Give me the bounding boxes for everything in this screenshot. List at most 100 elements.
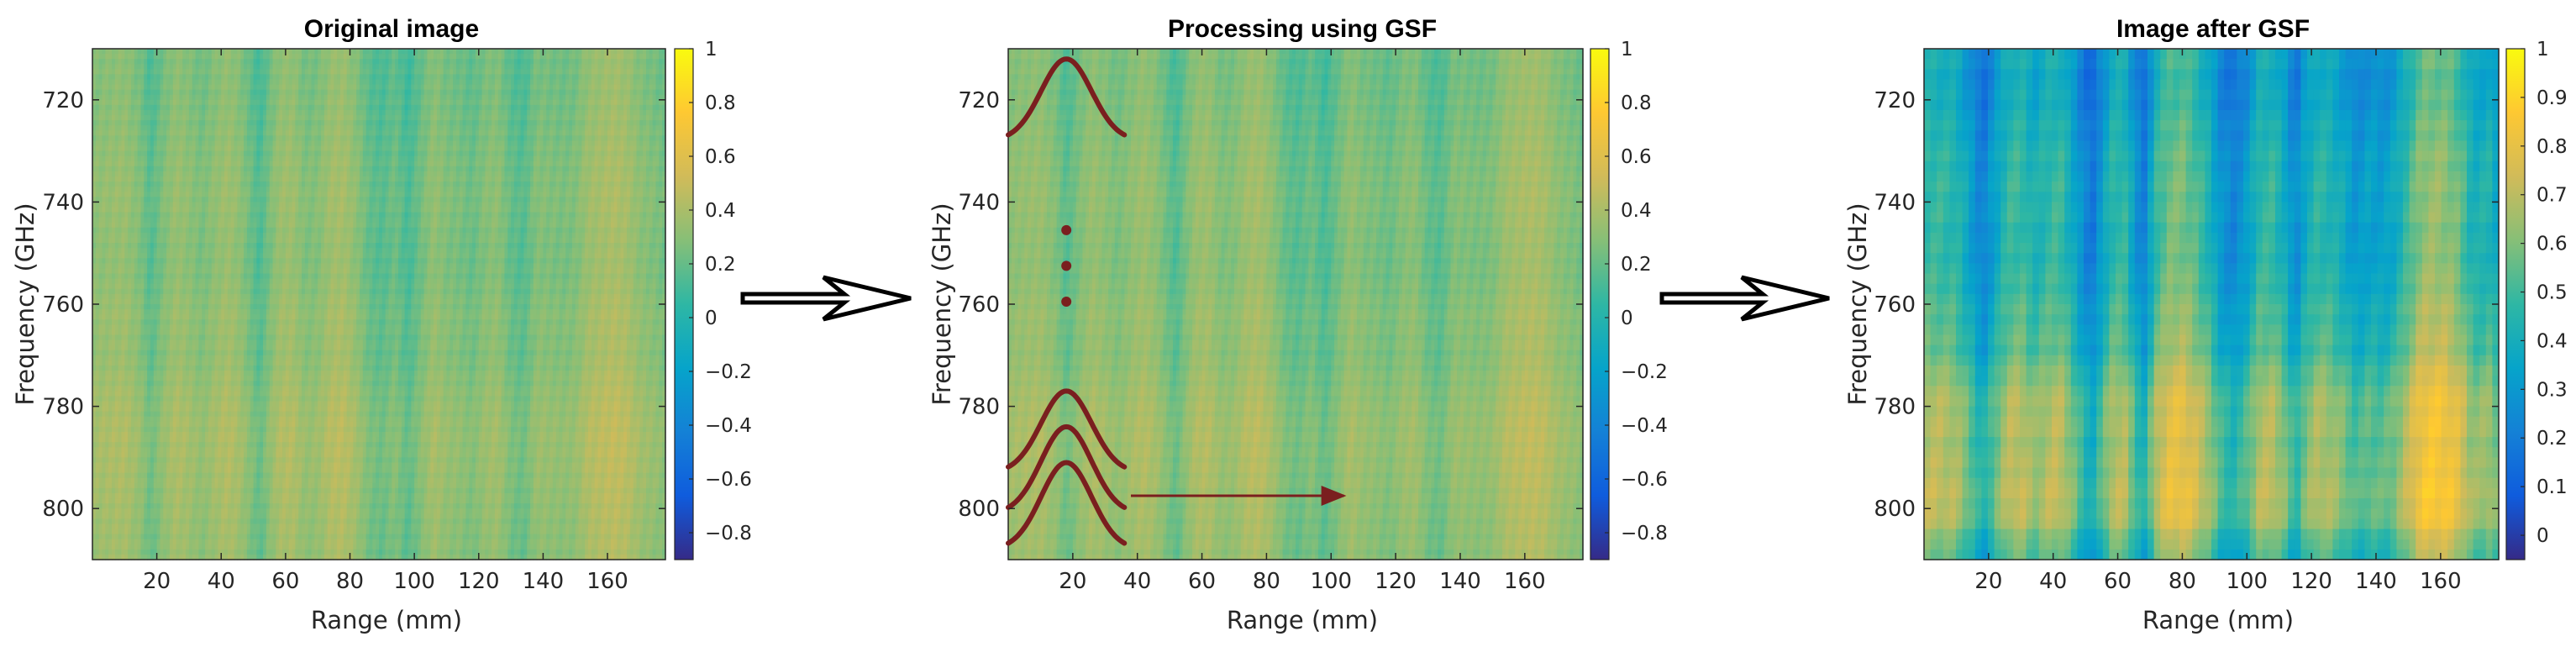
heatmap-cell	[263, 64, 266, 70]
heatmap-cell	[347, 59, 350, 65]
heatmap-cell	[395, 54, 398, 60]
heatmap-cell	[585, 64, 588, 70]
heatmap-cell	[382, 54, 386, 60]
heatmap-cell	[504, 69, 507, 75]
heatmap-cell	[254, 64, 257, 70]
heatmap-cell	[308, 49, 312, 55]
heatmap-cell	[186, 69, 189, 75]
heatmap-cell	[588, 69, 591, 75]
heatmap-cell	[228, 54, 231, 60]
heatmap-cell	[99, 49, 103, 55]
heatmap-cell	[360, 54, 363, 60]
heatmap-cell	[115, 49, 118, 55]
heatmap-cell	[347, 64, 350, 70]
heatmap-cell	[637, 64, 640, 70]
heatmap-cell	[456, 54, 460, 60]
heatmap-cell	[321, 54, 324, 60]
heatmap-cell	[270, 74, 273, 80]
heatmap-cell	[160, 54, 163, 60]
heatmap-cell	[620, 64, 623, 70]
heatmap-cell	[176, 59, 180, 65]
heatmap-cell	[286, 74, 289, 80]
heatmap-cells	[92, 49, 666, 560]
heatmap-cell	[208, 49, 212, 55]
heatmap-cell	[572, 59, 576, 65]
heatmap-cell	[157, 59, 160, 65]
heatmap-cell	[273, 59, 276, 65]
heatmap-cell	[598, 54, 602, 60]
heatmap-cell	[228, 59, 231, 65]
heatmap-cell	[237, 74, 240, 80]
heatmap-cell	[224, 59, 228, 65]
heatmap-cell	[424, 64, 428, 70]
heatmap-cell	[649, 49, 653, 55]
heatmap-cell	[485, 59, 488, 65]
heatmap-cell	[576, 69, 579, 75]
heatmap-cell	[523, 59, 527, 65]
heatmap-cell	[430, 59, 434, 65]
heatmap-cell	[170, 74, 173, 80]
heatmap-cell	[112, 69, 115, 75]
heatmap-cell	[331, 64, 334, 70]
heatmap-cell	[637, 54, 640, 60]
heatmap-cell	[392, 49, 395, 55]
heatmap-cell	[398, 54, 402, 60]
heatmap-cell	[627, 69, 630, 75]
heatmap-cell	[260, 74, 263, 80]
heatmap-cell	[331, 59, 334, 65]
heatmap-cell	[495, 64, 498, 70]
heatmap-cell	[276, 59, 279, 65]
heatmap-cell	[250, 74, 254, 80]
heatmap-cell	[118, 59, 122, 65]
figure: Original image 20 40 60 80 100 120 140 16072074…	[0, 0, 2576, 647]
heatmap-cell	[646, 59, 649, 65]
heatmap-cell	[321, 59, 324, 65]
heatmap-cell	[221, 59, 224, 65]
heatmap-cell	[231, 54, 234, 60]
heatmap-cell	[611, 54, 614, 60]
heatmap-cell	[244, 74, 247, 80]
heatmap-cell	[224, 49, 228, 55]
heatmap-cell	[363, 69, 366, 75]
heatmap-cell	[179, 49, 182, 55]
heatmap-cell	[308, 59, 312, 65]
heatmap-cell	[421, 59, 424, 65]
heatmap-cell	[196, 64, 199, 70]
heatmap-cell	[131, 49, 134, 55]
heatmap-cell	[363, 59, 366, 65]
heatmap-cell	[518, 59, 521, 65]
heatmap-cell	[96, 49, 99, 55]
heatmap-cell	[328, 54, 331, 60]
heatmap-cell	[572, 69, 576, 75]
heatmap-cell	[273, 74, 276, 80]
heatmap-cell	[144, 64, 147, 70]
heatmap-cell	[182, 69, 186, 75]
heatmap-cell	[521, 64, 524, 70]
heatmap-cell	[370, 64, 373, 70]
heatmap-cell	[244, 59, 247, 65]
heatmap-cell	[476, 59, 479, 65]
heatmap-cell	[569, 69, 572, 75]
heatmap-cell	[476, 64, 479, 70]
heatmap-cell	[456, 69, 460, 75]
heatmap-cell	[469, 64, 472, 70]
heatmap-cell	[623, 54, 627, 60]
heatmap-cell	[418, 64, 421, 70]
heatmap-cell	[614, 69, 618, 75]
heatmap-cell	[598, 64, 602, 70]
heatmap-cell	[453, 49, 456, 55]
heatmap-cell	[292, 49, 296, 55]
heatmap-cell	[289, 69, 292, 75]
heatmap-cell	[160, 74, 163, 80]
heatmap-cell	[472, 49, 476, 55]
heatmap-cell	[173, 59, 176, 65]
heatmap-cell	[549, 69, 553, 75]
heatmap-cell	[630, 49, 633, 55]
heatmap-cell	[289, 49, 292, 55]
heatmap-cell	[560, 49, 563, 55]
heatmap-cell	[266, 74, 270, 80]
heatmap-cell	[208, 64, 212, 70]
heatmap-cell	[314, 74, 318, 80]
heatmap-cell	[254, 59, 257, 65]
heatmap-cell	[102, 64, 105, 70]
